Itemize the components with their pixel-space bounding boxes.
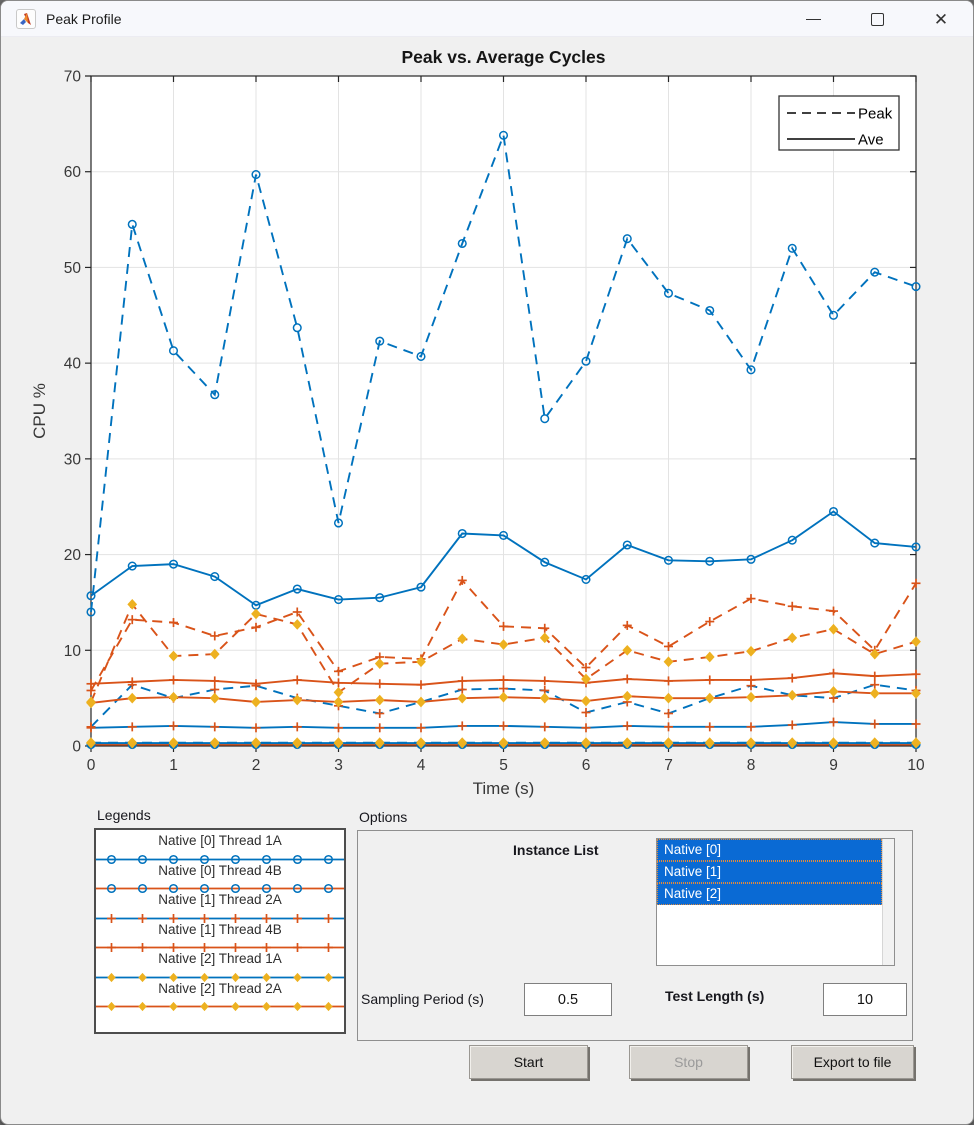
legend-row: Native [1] Thread 4B	[96, 919, 344, 952]
legend-row: Native [2] Thread 2A	[96, 978, 344, 1012]
svg-text:Peak: Peak	[858, 106, 893, 123]
legend-row-label: Native [0] Thread 1A	[158, 833, 282, 848]
instance-list-item[interactable]: Native [2]	[657, 883, 882, 905]
test-length-label: Test Length (s)	[665, 988, 765, 1004]
svg-text:30: 30	[64, 451, 82, 468]
svg-text:3: 3	[334, 757, 343, 774]
legends-panel: Native [0] Thread 1A Native [0] Thread 4B…	[94, 828, 346, 1034]
test-length-input[interactable]	[823, 983, 907, 1016]
svg-text:5: 5	[499, 757, 508, 774]
legend-row-label: Native [1] Thread 2A	[158, 892, 282, 907]
legend-row-label: Native [0] Thread 4B	[158, 862, 282, 878]
maximize-icon[interactable]	[845, 1, 909, 37]
stop-button[interactable]: Stop	[629, 1045, 748, 1079]
instance-listbox[interactable]: Native [0] Native [1] Native [2]	[656, 838, 895, 966]
instance-list-item[interactable]: Native [1]	[657, 861, 882, 883]
legend-row-label: Native [2] Thread 2A	[158, 980, 282, 996]
legend-row-line	[96, 913, 344, 923]
svg-text:8: 8	[747, 757, 756, 774]
svg-text:2: 2	[252, 757, 261, 774]
title-bar: Peak Profile ✕	[1, 1, 973, 37]
legend-row: Native [0] Thread 4B	[96, 860, 344, 894]
window-title: Peak Profile	[46, 10, 122, 27]
plot-legend-box	[778, 95, 900, 151]
svg-text:0: 0	[72, 739, 81, 756]
minimize-icon[interactable]	[781, 1, 845, 37]
legend-row: Native [1] Thread 2A	[96, 889, 344, 923]
start-button[interactable]: Start	[469, 1045, 588, 1079]
svg-text:50: 50	[64, 260, 82, 277]
svg-text:10: 10	[907, 757, 925, 774]
svg-text:20: 20	[64, 547, 82, 564]
chart-area: 0 10 20 30 40 50 60 70 0 1 2 3 4 5 6 7 8 9 10 Time (s) CPU %…	[1, 37, 973, 812]
legend-row: Native [2] Thread 1A	[96, 948, 344, 982]
svg-text:CPU %: CPU %	[30, 383, 49, 439]
listbox-scrollbar[interactable]	[882, 839, 894, 965]
legend-row-line	[96, 854, 344, 864]
svg-text:Ave: Ave	[858, 132, 884, 149]
legend-row: Native [0] Thread 1A	[96, 830, 344, 864]
matlab-logo-icon	[16, 8, 36, 29]
svg-text:40: 40	[64, 356, 82, 373]
svg-text:Peak vs. Average Cycles: Peak vs. Average Cycles	[402, 47, 606, 67]
legend-row-label: Native [1] Thread 4B	[158, 921, 282, 937]
legend-row-line	[96, 943, 344, 952]
legends-panel-label: Legends	[97, 807, 151, 823]
options-panel-label: Options	[359, 809, 408, 825]
svg-text:9: 9	[829, 757, 838, 774]
sampling-period-label: Sampling Period (s)	[361, 991, 484, 1007]
svg-text:60: 60	[64, 164, 82, 181]
svg-text:4: 4	[417, 757, 426, 774]
svg-text:6: 6	[582, 757, 591, 774]
instance-list-item[interactable]: Native [0]	[657, 839, 882, 861]
export-to-file-button[interactable]: Export to file	[791, 1045, 914, 1079]
sampling-period-input[interactable]	[524, 983, 612, 1016]
peak-vs-average-chart: 0 10 20 30 40 50 60 70 0 1 2 3 4 5 6 7 8 9 10 Time (s) CPU %…	[30, 47, 925, 798]
legend-row-label: Native [2] Thread 1A	[158, 951, 282, 966]
legend-row-line	[96, 1001, 344, 1012]
svg-text:1: 1	[169, 757, 178, 774]
instance-list-label: Instance List	[513, 842, 599, 858]
close-icon[interactable]: ✕	[933, 9, 949, 29]
svg-text:0: 0	[87, 757, 96, 774]
svg-text:7: 7	[664, 757, 673, 774]
svg-text:10: 10	[64, 643, 82, 660]
svg-text:70: 70	[64, 69, 82, 86]
legend-row-line	[96, 883, 344, 894]
svg-text:Time (s): Time (s)	[473, 779, 535, 798]
legend-row-line	[96, 972, 344, 982]
